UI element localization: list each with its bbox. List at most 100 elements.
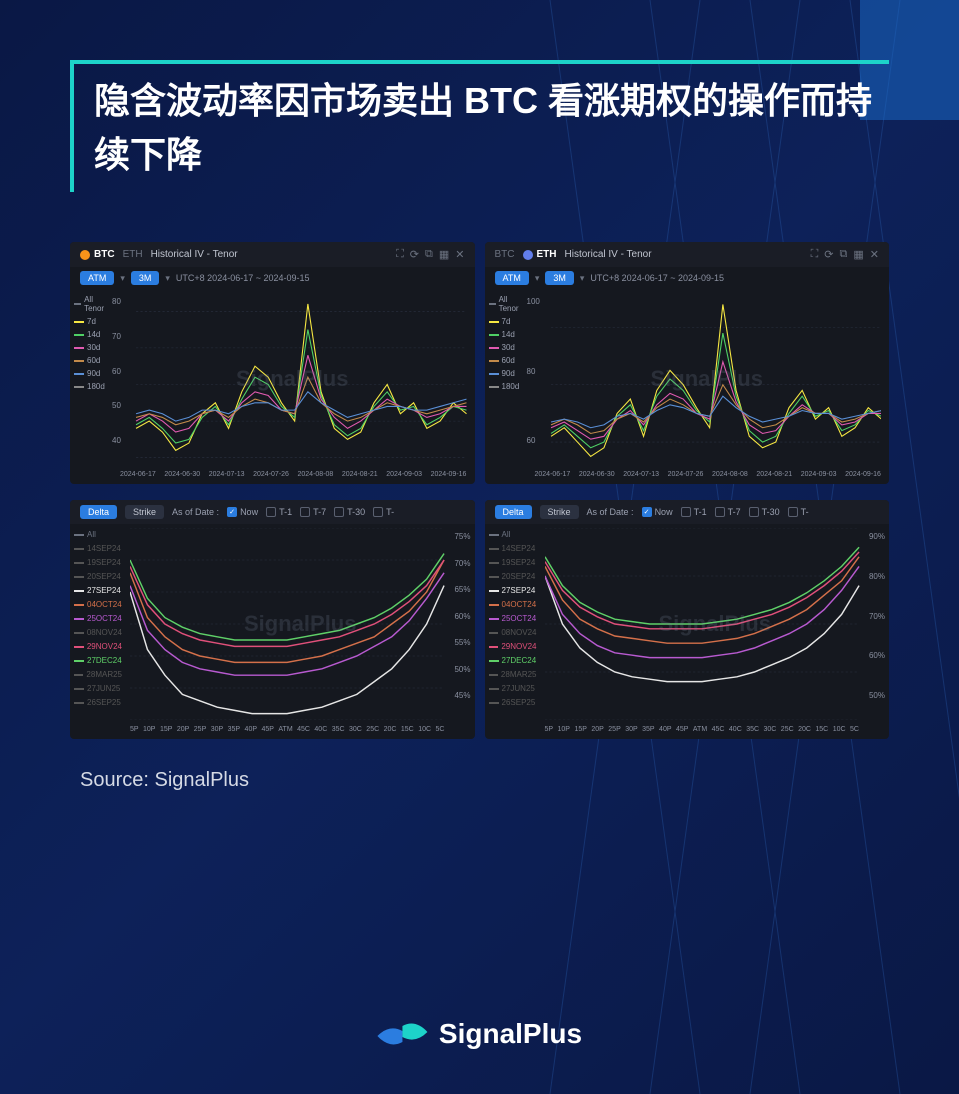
legend-item[interactable]: 26SEP25 xyxy=(489,698,537,707)
copy-icon[interactable]: ⧉ xyxy=(840,248,848,261)
legend-item[interactable]: 29NOV24 xyxy=(74,642,122,651)
eth-iv-panel: BTC ETH Historical IV - Tenor ⛶ ⟳ ⧉ ▦ ✕ … xyxy=(485,242,890,484)
tab-strike[interactable]: Strike xyxy=(125,505,164,519)
legend-item[interactable]: 25OCT24 xyxy=(74,614,122,623)
legend-item[interactable]: 30d xyxy=(489,343,521,352)
period-select[interactable]: 3M xyxy=(131,271,160,285)
tab-delta[interactable]: Delta xyxy=(80,505,117,519)
legend-item[interactable]: 27SEP24 xyxy=(489,586,537,595)
legend-item[interactable]: 29NOV24 xyxy=(489,642,537,651)
panel-controls: ATM ▾ 3M ▾ UTC+8 2024-06-17 ~ 2024-09-15 xyxy=(485,267,890,289)
tab-delta[interactable]: Delta xyxy=(495,505,532,519)
expiry-legend: All 14SEP24 19SEP24 20SEP24 27SEP24 04OCT24 25… xyxy=(70,524,126,724)
legend-item[interactable]: 04OCT24 xyxy=(489,600,537,609)
btc-iv-panel: BTC ETH Historical IV - Tenor ⛶ ⟳ ⧉ ▦ ✕ … xyxy=(70,242,475,484)
legend-item[interactable]: 27SEP24 xyxy=(74,586,122,595)
legend-item[interactable]: 30d xyxy=(74,343,106,352)
eth-iv-plot xyxy=(529,293,882,465)
legend-item[interactable]: 20SEP24 xyxy=(489,572,537,581)
atm-select[interactable]: ATM xyxy=(495,271,529,285)
logo-icon xyxy=(377,1014,427,1054)
legend-item[interactable]: 27JUN25 xyxy=(74,684,122,693)
page-title: 隐含波动率因市场卖出 BTC 看涨期权的操作而持续下降 xyxy=(94,74,889,182)
legend-item[interactable]: 27JUN25 xyxy=(489,684,537,693)
legend-item[interactable]: 60d xyxy=(489,356,521,365)
eth-badge[interactable]: ETH xyxy=(123,249,143,260)
checkbox-now[interactable]: Now xyxy=(227,507,258,517)
x-axis: 2024-06-172024-06-302024-07-132024-07-26… xyxy=(70,469,475,484)
checkbox-t-30[interactable]: T-30 xyxy=(749,507,780,517)
y-axis: 1008060 xyxy=(527,297,547,445)
logo-text: SignalPlus xyxy=(439,1018,582,1050)
y-axis: 75%70%65%60%55%50%45% xyxy=(443,532,471,700)
btc-badge[interactable]: BTC xyxy=(80,249,115,260)
checkbox-t-[interactable]: T- xyxy=(373,507,394,517)
legend-item[interactable]: 7d xyxy=(74,317,106,326)
legend-item[interactable]: 180d xyxy=(489,382,521,391)
legend-item[interactable]: 20SEP24 xyxy=(74,572,122,581)
checkbox-t-1[interactable]: T-1 xyxy=(266,507,292,517)
smile-left-panel: Delta Strike As of Date : NowT-1T-7T-30T… xyxy=(70,500,475,739)
eth-badge[interactable]: ETH xyxy=(523,249,557,260)
legend-item[interactable]: 08NOV24 xyxy=(489,628,537,637)
legend-item[interactable]: All Tenor xyxy=(74,295,106,313)
legend-item[interactable]: 90d xyxy=(489,369,521,378)
legend-item[interactable]: 14d xyxy=(489,330,521,339)
tab-strike[interactable]: Strike xyxy=(540,505,579,519)
smile-controls: Delta Strike As of Date : NowT-1T-7T-30T… xyxy=(70,500,475,524)
checkbox-t-7[interactable]: T-7 xyxy=(715,507,741,517)
legend-item[interactable]: 28MAR25 xyxy=(74,670,122,679)
checkbox-row: Now T-1 T-7 T-30 T- xyxy=(642,507,809,517)
checkbox-t-1[interactable]: T-1 xyxy=(681,507,707,517)
legend-item[interactable]: 7d xyxy=(489,317,521,326)
legend-item[interactable]: 04OCT24 xyxy=(74,600,122,609)
iv-chart-grid: BTC ETH Historical IV - Tenor ⛶ ⟳ ⧉ ▦ ✕ … xyxy=(70,242,889,484)
legend-item[interactable]: 19SEP24 xyxy=(489,558,537,567)
legend-item[interactable]: 08NOV24 xyxy=(74,628,122,637)
panel-header: BTC ETH Historical IV - Tenor ⛶ ⟳ ⧉ ▦ ✕ xyxy=(485,242,890,267)
grid-icon[interactable]: ▦ xyxy=(853,248,863,261)
legend-item[interactable]: 28MAR25 xyxy=(489,670,537,679)
checkbox-t-[interactable]: T- xyxy=(788,507,809,517)
smile-controls: Delta Strike As of Date : Now T-1 T-7 T-30 T… xyxy=(485,500,890,524)
expand-icon[interactable]: ⛶ xyxy=(811,248,819,261)
smile-plot xyxy=(130,528,467,720)
legend-item[interactable]: 14d xyxy=(74,330,106,339)
tenor-legend: All Tenor 7d 14d 30d 60d 90d 180d xyxy=(485,289,525,469)
expiry-legend: All 14SEP24 19SEP24 20SEP24 27SEP24 04OCT24 25… xyxy=(485,524,541,724)
legend-item[interactable]: 14SEP24 xyxy=(489,544,537,553)
legend-item[interactable]: 27DEC24 xyxy=(74,656,122,665)
legend-item[interactable]: 25OCT24 xyxy=(489,614,537,623)
legend-item[interactable]: 180d xyxy=(74,382,106,391)
checkbox-t-30[interactable]: T-30 xyxy=(334,507,365,517)
copy-icon[interactable]: ⧉ xyxy=(425,248,433,261)
expand-icon[interactable]: ⛶ xyxy=(396,248,404,261)
date-range: UTC+8 2024-06-17 ~ 2024-09-15 xyxy=(590,273,724,283)
checkbox-now[interactable]: Now xyxy=(642,507,673,517)
close-icon[interactable]: ✕ xyxy=(455,248,464,261)
grid-icon[interactable]: ▦ xyxy=(439,248,449,261)
refresh-icon[interactable]: ⟳ xyxy=(824,248,833,261)
legend-item[interactable]: 19SEP24 xyxy=(74,558,122,567)
x-axis: 2024-06-172024-06-302024-07-132024-07-26… xyxy=(485,469,890,484)
legend-item[interactable]: 27DEC24 xyxy=(489,656,537,665)
checkbox-row: Now T-1 T-7 T-30 T- xyxy=(227,507,394,517)
asof-label: As of Date : xyxy=(587,507,634,517)
legend-item[interactable]: All xyxy=(489,530,537,539)
x-axis: 5P10P15P20P25P30P35P40P45PATM45C40C35C30… xyxy=(485,724,890,739)
period-select[interactable]: 3M xyxy=(545,271,574,285)
atm-select[interactable]: ATM xyxy=(80,271,114,285)
footer-logo: SignalPlus xyxy=(377,1014,582,1054)
close-icon[interactable]: ✕ xyxy=(870,248,879,261)
legend-item[interactable]: 90d xyxy=(74,369,106,378)
panel-title: Historical IV - Tenor xyxy=(151,249,238,260)
btc-badge[interactable]: BTC xyxy=(495,249,515,260)
legend-item[interactable]: All Tenor xyxy=(489,295,521,313)
legend-item[interactable]: 26SEP25 xyxy=(74,698,122,707)
legend-item[interactable]: All xyxy=(74,530,122,539)
panel-header: BTC ETH Historical IV - Tenor ⛶ ⟳ ⧉ ▦ ✕ xyxy=(70,242,475,267)
refresh-icon[interactable]: ⟳ xyxy=(410,248,419,261)
checkbox-t-7[interactable]: T-7 xyxy=(300,507,326,517)
legend-item[interactable]: 60d xyxy=(74,356,106,365)
legend-item[interactable]: 14SEP24 xyxy=(74,544,122,553)
